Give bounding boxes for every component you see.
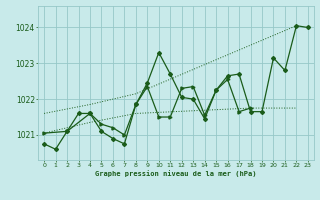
X-axis label: Graphe pression niveau de la mer (hPa): Graphe pression niveau de la mer (hPa): [95, 171, 257, 177]
